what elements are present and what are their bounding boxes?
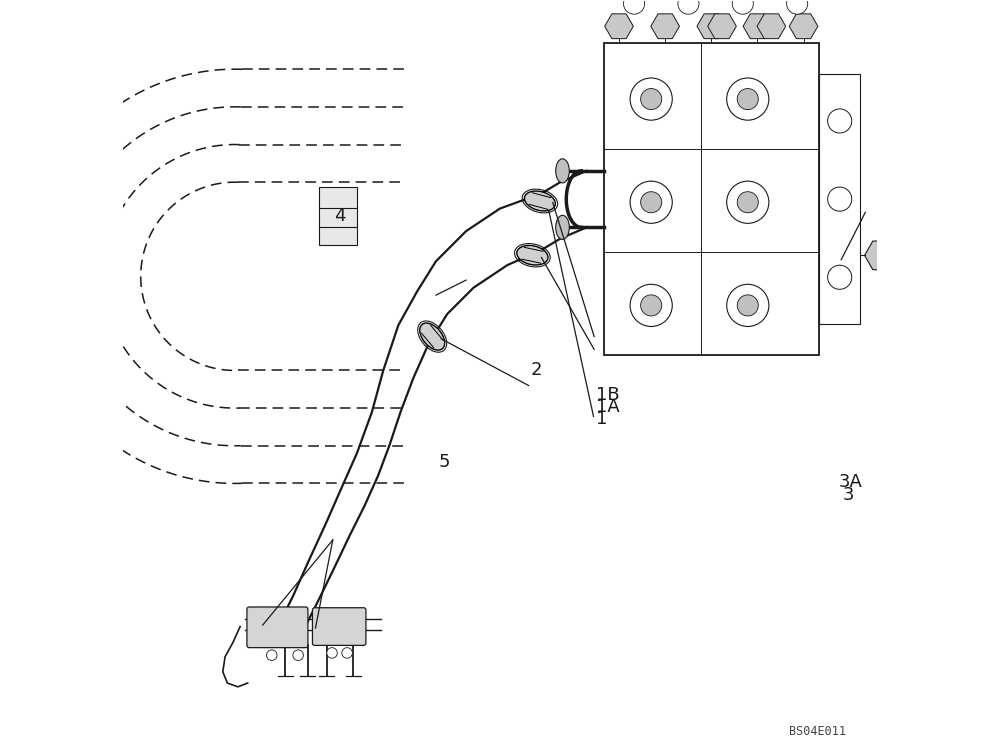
Ellipse shape	[556, 159, 569, 183]
Bar	[604, 43, 819, 355]
Circle shape	[727, 181, 769, 223]
FancyBboxPatch shape	[319, 187, 357, 208]
FancyBboxPatch shape	[319, 225, 357, 246]
Circle shape	[732, 0, 753, 14]
FancyBboxPatch shape	[247, 607, 308, 648]
Circle shape	[737, 192, 758, 212]
Circle shape	[737, 88, 758, 110]
Text: 1B: 1B	[596, 386, 620, 404]
Ellipse shape	[420, 323, 445, 350]
Text: 1: 1	[596, 411, 608, 429]
Circle shape	[327, 648, 337, 658]
Circle shape	[828, 187, 852, 211]
Circle shape	[630, 181, 672, 223]
Text: 3: 3	[843, 486, 854, 503]
Circle shape	[641, 295, 662, 316]
Text: 2: 2	[530, 361, 542, 380]
Circle shape	[267, 650, 277, 661]
Ellipse shape	[517, 246, 548, 265]
Circle shape	[737, 295, 758, 316]
FancyBboxPatch shape	[319, 206, 357, 227]
Text: 4: 4	[334, 207, 346, 225]
Text: BS04E011: BS04E011	[789, 725, 846, 738]
Text: 1A: 1A	[596, 398, 620, 416]
Circle shape	[641, 88, 662, 110]
Circle shape	[624, 0, 645, 14]
Circle shape	[293, 650, 303, 661]
Ellipse shape	[524, 191, 555, 211]
Circle shape	[678, 0, 699, 14]
Circle shape	[727, 284, 769, 327]
Circle shape	[727, 78, 769, 120]
Text: 5: 5	[438, 454, 450, 471]
Text: 3A: 3A	[839, 473, 863, 491]
Circle shape	[630, 78, 672, 120]
FancyBboxPatch shape	[312, 608, 366, 646]
Circle shape	[641, 192, 662, 212]
Circle shape	[630, 284, 672, 327]
Circle shape	[828, 109, 852, 133]
Bar	[819, 74, 860, 324]
Circle shape	[787, 0, 808, 14]
Circle shape	[342, 648, 352, 658]
Ellipse shape	[556, 215, 569, 240]
Circle shape	[828, 265, 852, 290]
